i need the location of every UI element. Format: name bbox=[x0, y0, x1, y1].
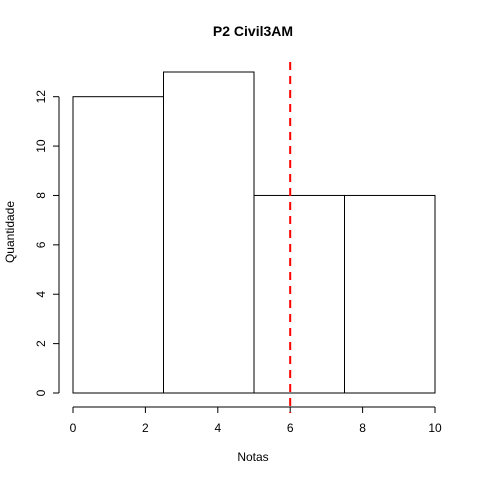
histogram-bar bbox=[72, 96, 164, 394]
y-tick-label: 4 bbox=[34, 291, 48, 298]
histogram-bar bbox=[253, 194, 345, 394]
x-tick-label: 4 bbox=[214, 421, 221, 435]
y-tick-label: 12 bbox=[34, 90, 48, 104]
histogram-bar bbox=[163, 71, 255, 394]
x-axis-label: Notas bbox=[237, 450, 268, 464]
x-tick-label: 8 bbox=[359, 421, 366, 435]
x-tick-label: 2 bbox=[142, 421, 149, 435]
x-tick-label: 0 bbox=[70, 421, 77, 435]
y-tick-label: 10 bbox=[34, 139, 48, 153]
x-tick-label: 6 bbox=[287, 421, 294, 435]
y-tick-label: 2 bbox=[34, 340, 48, 347]
x-axis: 0 2 4 6 8 10 bbox=[70, 406, 442, 435]
chart-title: P2 Civil3AM bbox=[213, 23, 293, 39]
y-axis: 0 2 4 6 8 10 12 bbox=[34, 90, 60, 396]
y-tick-label: 8 bbox=[34, 192, 48, 199]
y-tick-label: 0 bbox=[34, 389, 48, 396]
bars-group bbox=[72, 71, 436, 394]
y-tick-label: 6 bbox=[34, 241, 48, 248]
y-axis-label: Quantidade bbox=[3, 201, 17, 263]
x-tick-label: 10 bbox=[428, 421, 442, 435]
histogram-bar bbox=[344, 194, 436, 394]
